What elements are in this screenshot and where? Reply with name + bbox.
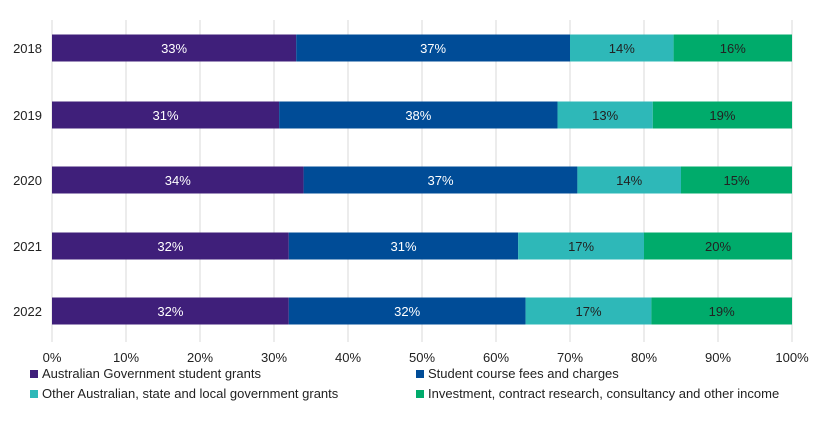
data-label: 32% xyxy=(157,239,183,254)
bar-segment xyxy=(52,232,289,260)
x-tick-label: 20% xyxy=(187,350,213,365)
data-label: 13% xyxy=(592,108,618,123)
data-label: 15% xyxy=(723,173,749,188)
x-tick-label: 0% xyxy=(43,350,62,365)
legend-label: Other Australian, state and local govern… xyxy=(42,386,339,401)
data-label: 37% xyxy=(420,41,446,56)
data-label: 14% xyxy=(616,173,642,188)
bar-segment xyxy=(644,232,792,260)
x-tick-label: 50% xyxy=(409,350,435,365)
data-label: 17% xyxy=(568,239,594,254)
legend-item: Investment, contract research, consultan… xyxy=(416,386,779,401)
y-tick-label: 2019 xyxy=(13,108,42,123)
x-tick-label: 60% xyxy=(483,350,509,365)
data-label: 31% xyxy=(390,239,416,254)
x-tick-label: 10% xyxy=(113,350,139,365)
legend-swatch xyxy=(30,389,38,398)
bar-segment xyxy=(681,166,792,194)
bar-segment xyxy=(303,166,578,194)
bar-segment xyxy=(557,101,653,129)
legend-label: Australian Government student grants xyxy=(42,366,261,381)
x-tick-label: 30% xyxy=(261,350,287,365)
legend-item: Other Australian, state and local govern… xyxy=(30,386,338,401)
bar-segment xyxy=(525,297,652,325)
bar-segment xyxy=(652,101,792,129)
bar-segment xyxy=(279,101,558,129)
bar-segment xyxy=(577,166,681,194)
data-label: 20% xyxy=(705,239,731,254)
y-tick-label: 2018 xyxy=(13,41,42,56)
legend-item: Australian Government student grants xyxy=(30,366,261,381)
bar-segment xyxy=(288,232,519,260)
legend-swatch xyxy=(416,389,424,398)
data-label: 14% xyxy=(609,41,635,56)
data-label: 19% xyxy=(709,304,735,319)
x-tick-label: 90% xyxy=(705,350,731,365)
legend-swatch xyxy=(30,369,38,378)
data-label: 32% xyxy=(157,304,183,319)
legend-label: Student course fees and charges xyxy=(428,366,619,381)
x-tick-label: 100% xyxy=(775,350,809,365)
y-tick-label: 2020 xyxy=(13,173,42,188)
data-label: 19% xyxy=(709,108,735,123)
bar-segment xyxy=(52,166,304,194)
bar-segment xyxy=(296,34,570,62)
y-tick-label: 2022 xyxy=(13,304,42,319)
bar-segment xyxy=(651,297,792,325)
legend-item: Student course fees and charges xyxy=(416,366,619,381)
bar-segment xyxy=(52,101,280,129)
legend-label: Investment, contract research, consultan… xyxy=(428,386,780,401)
data-label: 38% xyxy=(405,108,431,123)
data-label: 33% xyxy=(161,41,187,56)
bar-segment xyxy=(673,34,792,62)
data-label: 17% xyxy=(575,304,601,319)
y-tick-label: 2021 xyxy=(13,239,42,254)
data-label: 31% xyxy=(153,108,179,123)
bar-segment xyxy=(288,297,526,325)
x-tick-label: 80% xyxy=(631,350,657,365)
data-label: 37% xyxy=(427,173,453,188)
legend-swatch xyxy=(416,369,424,378)
bar-segment xyxy=(570,34,674,62)
x-tick-label: 40% xyxy=(335,350,361,365)
x-tick-label: 70% xyxy=(557,350,583,365)
data-label: 34% xyxy=(165,173,191,188)
data-label: 16% xyxy=(720,41,746,56)
data-label: 32% xyxy=(394,304,420,319)
bar-segment xyxy=(52,34,297,62)
bar-segment xyxy=(518,232,644,260)
bar-segment xyxy=(52,297,289,325)
